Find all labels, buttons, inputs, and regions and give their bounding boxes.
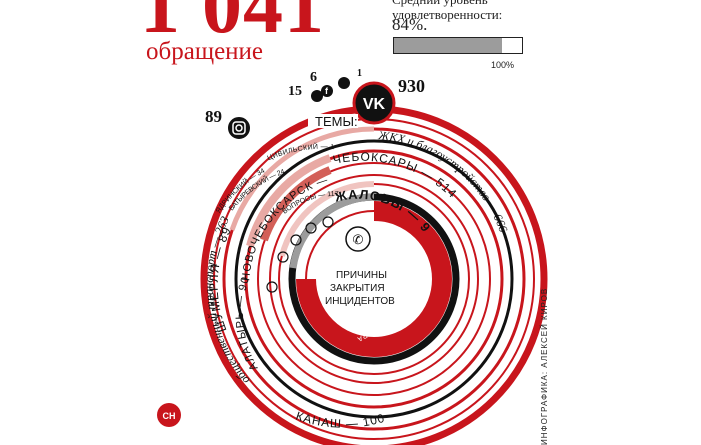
cheboksary-ring [244, 149, 504, 409]
no-answer-arc [296, 201, 452, 357]
credit-line: ИНФОГРАФИКА: АЛЕКСЕЙ КИРОВ [540, 287, 549, 445]
odnoklassniki-count: 15 [288, 84, 302, 99]
instagram-icon [226, 115, 252, 141]
odnoklassniki-icon [311, 90, 323, 102]
questions-arc [289, 193, 375, 269]
cities-ring [234, 139, 514, 419]
center-disk [326, 231, 422, 327]
phone-icon-glyph: ✆ [353, 233, 364, 248]
satisfaction-title: Средний уровень удовлетворенности: [392, 0, 503, 22]
instagram-count: 89 [205, 107, 222, 126]
total-count: 1 041 [140, 0, 325, 50]
satisfaction-bar-fill [394, 38, 502, 53]
center-title-line-1: ПРИЧИНЫ [336, 270, 387, 281]
instagram-icon-frame [232, 121, 246, 135]
city-novocheboksarsk-label: НОВОЧЕБОКСАРСК — 72 [0, 0, 334, 281]
shumerlya-arc [260, 166, 332, 242]
facebook-count: 6 [310, 70, 317, 85]
center-title-line-2: ЗАКРЫТИЯ [330, 283, 385, 294]
total-label: обращение [146, 38, 264, 65]
tool-icon [266, 281, 278, 293]
vk-count: 930 [398, 76, 425, 96]
smile-icon [305, 222, 317, 234]
satisfaction-scale-label: 100% [491, 60, 515, 70]
smile-icon [290, 234, 302, 246]
novocheboksarsk-arc [279, 181, 375, 257]
publisher-logo: СН [157, 403, 181, 427]
logo-mark: СН [163, 411, 176, 421]
twitter-count: 1 [357, 68, 362, 79]
satisfaction-value: 84%. [392, 15, 428, 34]
facebook-icon [321, 85, 333, 97]
phone-icon [345, 226, 371, 252]
vk-icon [352, 81, 396, 125]
center-title-line-3: ИНЦИДЕНТОВ [325, 296, 395, 307]
city-alatyr-label: АЛАТЫРЬ — 90 [234, 275, 261, 373]
facebook-icon-glyph: f [325, 86, 329, 96]
smile-icon [277, 251, 289, 263]
smile-icon [322, 216, 334, 228]
themes-heading: ТЕМЫ: [315, 114, 358, 129]
satisfaction-bar [393, 37, 523, 54]
themes-transport-arc [229, 126, 375, 231]
alatyr-ring [269, 174, 479, 384]
regions-arc [246, 154, 332, 248]
vk-icon-glyph: VK [363, 96, 386, 113]
logo-badge [157, 403, 181, 427]
closure-reason-icons: ✆ [266, 216, 371, 293]
themes-heading-bg [308, 114, 358, 128]
instagram-icon-lens [235, 124, 243, 132]
shumerlya-ring [257, 162, 491, 396]
twitter-icon [338, 77, 350, 89]
